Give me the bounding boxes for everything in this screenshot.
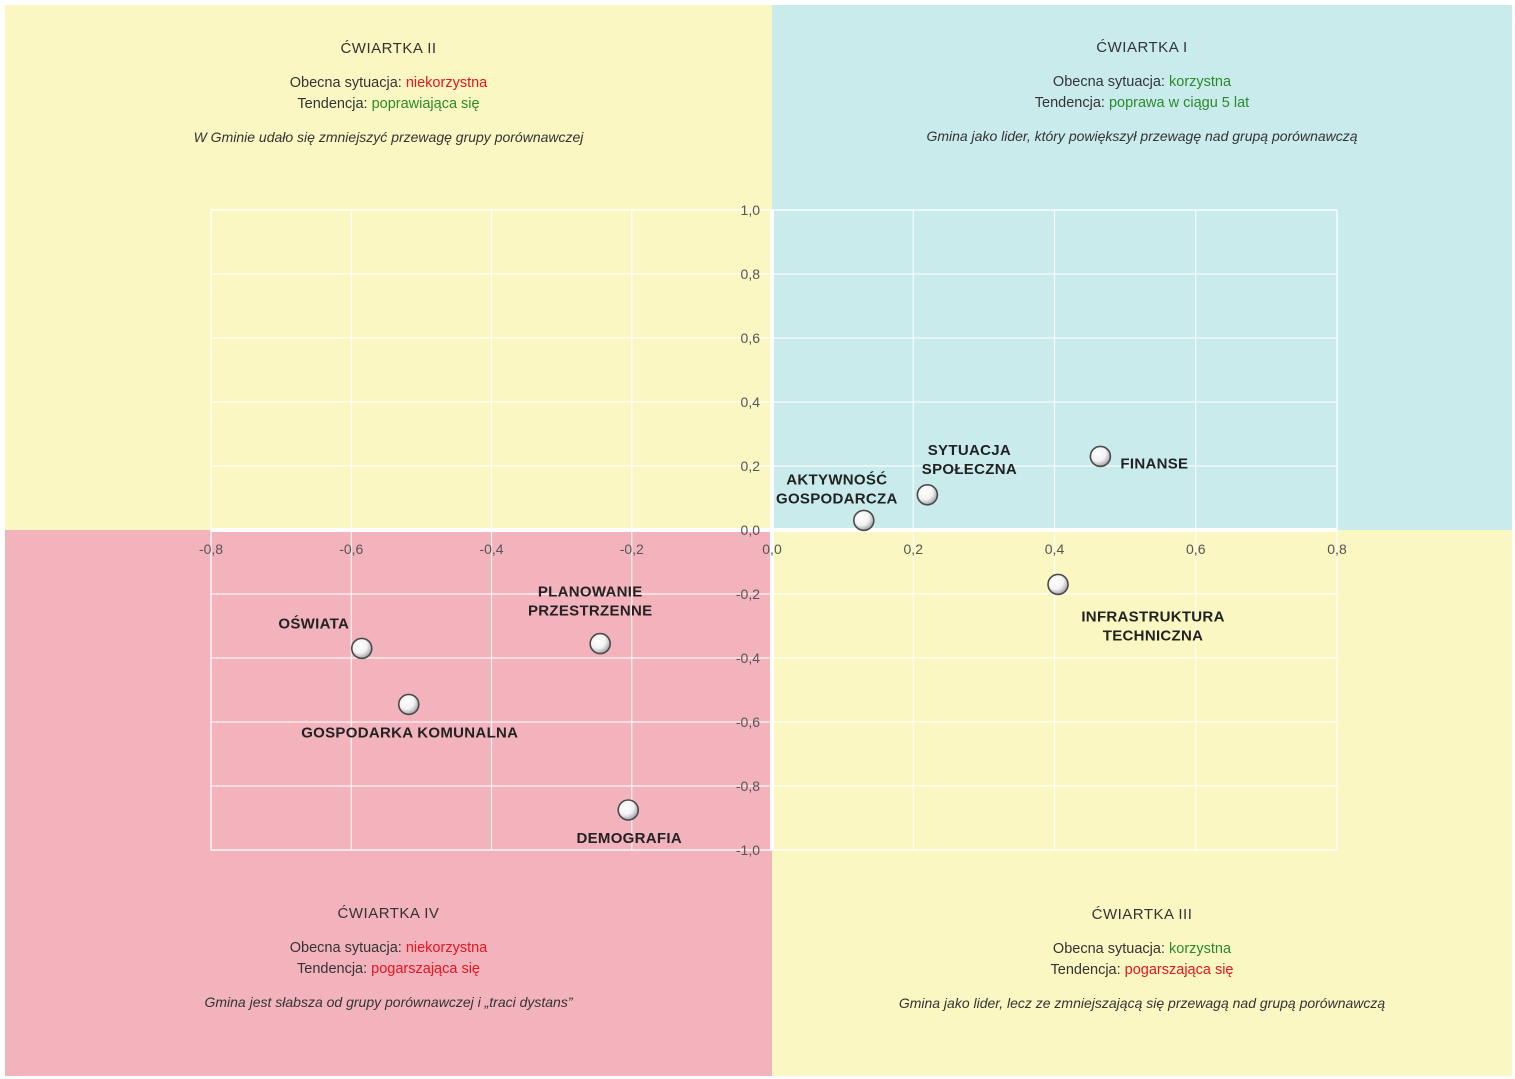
point-marker	[397, 693, 420, 716]
y-tick-label: -0,4	[736, 650, 760, 666]
trend-value: pogarszająca się	[371, 961, 480, 977]
point-marker	[1047, 573, 1069, 596]
point-label: DEMOGRAFIA	[576, 830, 682, 847]
point-aktywnosc-gospodarcza: AKTYWNOŚĆ GOSPODARCZA	[776, 470, 898, 532]
quadrant-4-background	[5, 530, 772, 1076]
situation-label: Obecna sytuacja:	[289, 75, 406, 91]
x-tick-label: 0,6	[1186, 541, 1206, 557]
point-marker	[916, 483, 939, 506]
quadrant-1-background	[772, 5, 1512, 530]
point-label: AKTYWNOŚĆ	[786, 470, 887, 488]
y-tick-label: 0,2	[741, 458, 761, 474]
point-marker	[350, 637, 373, 660]
point-planowanie-przestrzenne: PLANOWANIE PRZESTRZENNE	[528, 584, 652, 655]
point-label: SPOŁECZNA	[922, 461, 1017, 478]
quadrant-3-title: ĆWIARTKA III	[1091, 906, 1193, 923]
situation-label: Obecna sytuacja:	[289, 940, 406, 956]
trend-label: Tendencja:	[297, 961, 372, 977]
quadrant-1-description: ĆWIARTKA I Obecna sytuacja: korzystna Te…	[772, 39, 1512, 144]
situation-value: korzystna	[1169, 941, 1232, 957]
quadrant-2-background	[5, 5, 772, 530]
y-tick-label: 0,6	[741, 330, 761, 346]
x-tick-label: -0,8	[199, 541, 223, 557]
quadrant-3-situation: Obecna sytuacja: korzystna	[772, 939, 1512, 960]
quadrant-2-summary: W Gminie udało się zmniejszyć przewagę g…	[193, 129, 584, 145]
point-label: PRZESTRZENNE	[528, 603, 652, 620]
quadrant-4-summary: Gmina jest słabsza od grupy porównawczej…	[204, 994, 573, 1010]
trend-value: poprawa w ciągu 5 lat	[1108, 95, 1250, 111]
point-label: GOSPODARKA KOMUNALNA	[301, 724, 518, 741]
point-label: FINANSE	[1120, 455, 1188, 472]
quadrant-1-situation: Obecna sytuacja: korzystna	[772, 72, 1512, 93]
quadrant-3-description: ĆWIARTKA III Obecna sytuacja: korzystna …	[772, 906, 1512, 1011]
situation-value: niekorzystna	[405, 75, 488, 91]
trend-label: Tendencja:	[1050, 962, 1125, 978]
point-label: GOSPODARCZA	[776, 490, 898, 507]
quadrant-4-description: ĆWIARTKA IV Obecna sytuacja: niekorzystn…	[5, 905, 772, 1010]
point-marker	[617, 799, 640, 821]
y-tick-label: -0,8	[736, 778, 760, 794]
point-label: INFRASTRUKTURA	[1081, 608, 1224, 625]
trend-value: pogarszająca się	[1124, 962, 1234, 978]
x-tick-label: -0,2	[620, 541, 644, 557]
axes	[211, 210, 1337, 850]
situation-label: Obecna sytuacja:	[1052, 941, 1169, 957]
point-marker	[589, 632, 611, 655]
point-infrastruktura-techniczna: INFRASTRUKTURA TECHNICZNA	[1047, 573, 1224, 644]
point-label: SYTUACJA	[928, 442, 1011, 459]
y-tick-label: 0,0	[741, 522, 761, 538]
situation-value: korzystna	[1169, 74, 1232, 90]
quadrant-1-trend: Tendencja: poprawa w ciągu 5 lat	[772, 93, 1512, 114]
x-tick-label: -0,6	[339, 541, 363, 557]
situation-value: niekorzystna	[405, 940, 488, 956]
point-label: TECHNICZNA	[1103, 627, 1204, 644]
point-finanse: FINANSE	[1089, 445, 1188, 472]
y-tick-label: 0,4	[741, 394, 761, 410]
tick-labels: -0,8 -0,6 -0,4 -0,2 0,0 0,2 0,4 0,6 0,8 1,0 0,8 0,6…	[199, 202, 1347, 858]
trend-label: Tendencja:	[297, 96, 372, 112]
quadrant-4-trend: Tendencja: pogarszająca się	[5, 959, 772, 980]
point-label: PLANOWANIE	[538, 584, 643, 601]
point-marker	[853, 509, 875, 532]
quadrant-1-title: ĆWIARTKA I	[1096, 39, 1188, 56]
point-demografia: DEMOGRAFIA	[576, 799, 682, 847]
y-tick-label: -1,0	[736, 842, 760, 858]
data-points: FINANSE SYTUACJA SPOŁECZNA AKTYWNOŚĆ GOSPODA…	[278, 442, 1224, 847]
x-tick-label: 0,0	[762, 541, 782, 557]
quadrant-2-situation: Obecna sytuacja: niekorzystna	[5, 73, 772, 94]
x-tick-label: -0,4	[479, 541, 503, 557]
quadrant-4-title: ĆWIARTKA IV	[337, 905, 440, 922]
x-tick-label: 0,8	[1327, 541, 1347, 557]
y-tick-label: -0,2	[736, 586, 760, 602]
quadrant-2-description: ĆWIARTKA II Obecna sytuacja: niekorzystn…	[5, 40, 772, 145]
trend-value: poprawiająca się	[371, 96, 480, 112]
y-tick-label: 0,8	[741, 266, 761, 282]
quadrant-3-summary: Gmina jako lider, lecz ze zmniejszającą …	[898, 995, 1386, 1011]
x-tick-label: 0,4	[1045, 541, 1065, 557]
trend-label: Tendencja:	[1034, 95, 1109, 111]
point-label: OŚWIATA	[278, 614, 349, 632]
y-tick-label: -0,6	[736, 714, 760, 730]
x-tick-label: 0,2	[904, 541, 924, 557]
y-tick-label: 1,0	[741, 202, 761, 218]
point-gospodarka-komunalna: GOSPODARKA KOMUNALNA	[301, 693, 518, 741]
point-marker	[1089, 445, 1112, 468]
quadrant-3-background	[772, 530, 1512, 1076]
point-oswiata: OŚWIATA	[278, 614, 373, 660]
quadrant-1-summary: Gmina jako lider, który powiększył przew…	[926, 128, 1358, 144]
quadrant-2-trend: Tendencja: poprawiająca się	[5, 94, 772, 115]
situation-label: Obecna sytuacja:	[1052, 74, 1169, 90]
quadrant-2-title: ĆWIARTKA II	[340, 40, 437, 57]
quadrant-4-situation: Obecna sytuacja: niekorzystna	[5, 938, 772, 959]
point-sytuacja-spoleczna: SYTUACJA SPOŁECZNA	[916, 442, 1017, 506]
quadrant-3-trend: Tendencja: pogarszająca się	[772, 960, 1512, 981]
